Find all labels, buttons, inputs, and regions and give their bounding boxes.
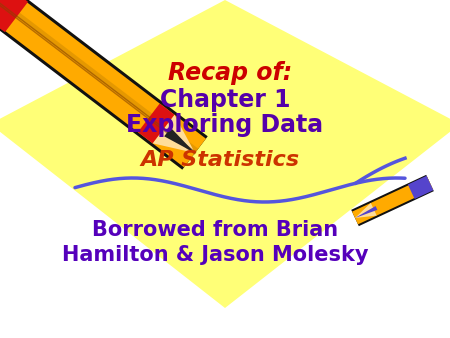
Text: Recap of:: Recap of: bbox=[168, 61, 292, 85]
Polygon shape bbox=[355, 203, 377, 218]
Polygon shape bbox=[0, 0, 450, 308]
Text: Chapter 1: Chapter 1 bbox=[160, 88, 290, 112]
Text: Borrowed from Brian: Borrowed from Brian bbox=[92, 220, 338, 240]
Polygon shape bbox=[0, 0, 198, 153]
Text: AP Statistics: AP Statistics bbox=[140, 150, 300, 170]
Polygon shape bbox=[164, 128, 195, 153]
Polygon shape bbox=[0, 0, 208, 170]
Polygon shape bbox=[138, 103, 175, 143]
Polygon shape bbox=[355, 206, 378, 218]
Polygon shape bbox=[0, 0, 206, 167]
Polygon shape bbox=[0, 0, 28, 32]
Polygon shape bbox=[352, 177, 433, 224]
Polygon shape bbox=[408, 176, 433, 199]
Text: Hamilton & Jason Molesky: Hamilton & Jason Molesky bbox=[62, 245, 368, 265]
Polygon shape bbox=[153, 115, 195, 153]
Text: Exploring Data: Exploring Data bbox=[126, 113, 324, 137]
Polygon shape bbox=[351, 175, 434, 226]
